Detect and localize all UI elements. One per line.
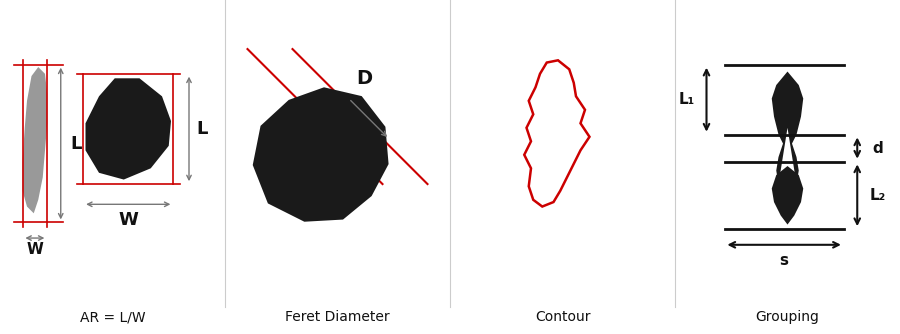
Text: Grouping: Grouping [756,310,819,324]
Polygon shape [772,71,803,184]
Text: W: W [26,242,43,257]
Text: D: D [356,69,373,88]
Text: L: L [71,135,82,153]
Polygon shape [772,166,803,224]
Text: AR = L/W: AR = L/W [80,310,145,324]
Text: Contour: Contour [535,310,590,324]
Polygon shape [86,78,171,180]
Text: L₂: L₂ [869,188,886,203]
Text: Feret Diameter: Feret Diameter [285,310,390,324]
Polygon shape [253,87,389,222]
Text: s: s [779,253,788,268]
Text: d: d [872,141,883,156]
Text: L: L [197,120,208,138]
Text: L₁: L₁ [678,92,695,107]
Text: W: W [118,211,139,229]
Polygon shape [22,67,47,213]
